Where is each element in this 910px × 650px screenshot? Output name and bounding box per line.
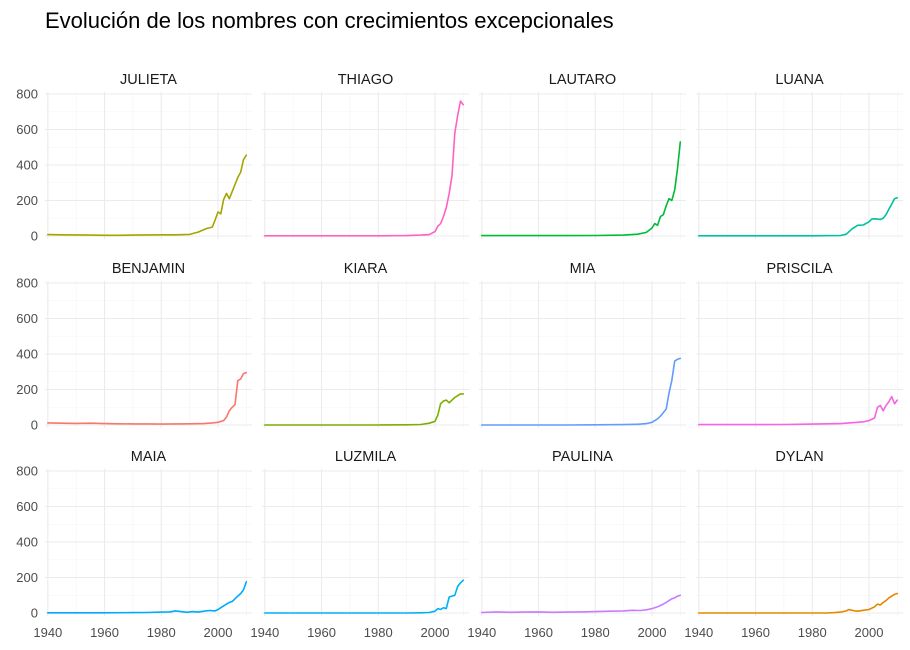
facet-panel-julieta: JULIETA 0 200 400 600 800 [16, 72, 252, 244]
facet-title: MAIA [131, 449, 167, 465]
y-tick-label: 400 [16, 158, 38, 173]
facet-title: LUANA [775, 72, 824, 88]
facet-panel-luana: LUANA [696, 72, 903, 239]
x-tick-label: 1940 [33, 625, 62, 640]
y-tick-label: 800 [16, 276, 38, 291]
y-tick-label: 600 [16, 122, 38, 137]
y-tick-label: 400 [16, 535, 38, 550]
x-tick-label: 1940 [250, 625, 279, 640]
series-line-julieta [46, 154, 248, 237]
facet-panel-dylan: DYLAN 1940 1960 1980 2000 [684, 449, 903, 640]
facet-panel-luzmila: LUZMILA 1940 1960 1980 2000 [250, 449, 469, 640]
x-tick-label: 2000 [421, 625, 450, 640]
y-tick-label: 800 [16, 464, 38, 479]
series-line-dylan [697, 592, 899, 614]
y-tick-label: 200 [16, 382, 38, 397]
series-line-maia [46, 581, 248, 614]
x-tick-label: 1960 [524, 625, 553, 640]
y-tick-label: 600 [16, 311, 38, 326]
facet-title: THIAGO [338, 72, 394, 88]
facet-panel-lautaro: LAUTARO [479, 72, 686, 239]
facet-panel-maia: MAIA 0 200 400 600 800 1940 1960 1980 2000 [16, 449, 252, 640]
facet-title: DYLAN [775, 449, 823, 465]
series-line-paulina [480, 594, 682, 614]
series-line-luana [697, 197, 899, 237]
facet-title: LUZMILA [335, 449, 397, 465]
x-tick-label: 2000 [638, 625, 667, 640]
facet-title: MIA [570, 261, 596, 277]
facet-panel-priscila: PRISCILA [696, 261, 903, 428]
x-tick-label: 1980 [364, 625, 393, 640]
facet-title: KIARA [344, 261, 388, 277]
facet-panel-kiara: KIARA [262, 261, 469, 428]
x-tick-label: 1960 [741, 625, 770, 640]
x-tick-label: 1940 [684, 625, 713, 640]
series-line-benjamin [46, 371, 248, 425]
series-line-thiago [263, 100, 465, 237]
x-tick-label: 1980 [581, 625, 610, 640]
y-tick-label: 400 [16, 347, 38, 362]
series-line-priscila [697, 395, 899, 426]
facet-title: JULIETA [120, 72, 177, 88]
y-tick-label: 800 [16, 87, 38, 102]
y-tick-label: 0 [31, 229, 38, 244]
y-tick-label: 0 [31, 418, 38, 433]
x-tick-label: 1980 [798, 625, 827, 640]
x-tick-label: 1980 [147, 625, 176, 640]
y-tick-label: 0 [31, 606, 38, 621]
facet-panel-thiago: THIAGO [262, 72, 469, 239]
facet-title: BENJAMIN [112, 261, 185, 277]
y-tick-label: 200 [16, 570, 38, 585]
series-line-mia [480, 357, 682, 426]
series-line-lautaro [480, 141, 682, 237]
x-tick-label: 2000 [855, 625, 884, 640]
series-line-luzmila [263, 579, 465, 614]
facet-title: PRISCILA [766, 261, 832, 277]
x-tick-label: 2000 [204, 625, 233, 640]
facet-title: PAULINA [552, 449, 613, 465]
facet-panel-benjamin: BENJAMIN 0 200 400 600 800 [16, 261, 252, 433]
facet-panel-mia: MIA [479, 261, 686, 428]
chart-title: Evolución de los nombres con crecimiento… [45, 8, 614, 33]
y-tick-label: 200 [16, 193, 38, 208]
x-tick-label: 1960 [307, 625, 336, 640]
y-tick-label: 600 [16, 499, 38, 514]
facet-title: LAUTARO [549, 72, 616, 88]
x-tick-label: 1960 [90, 625, 119, 640]
series-line-kiara [263, 393, 465, 426]
facet-panel-paulina: PAULINA 1940 1960 1980 2000 [467, 449, 686, 640]
x-tick-label: 1940 [467, 625, 496, 640]
